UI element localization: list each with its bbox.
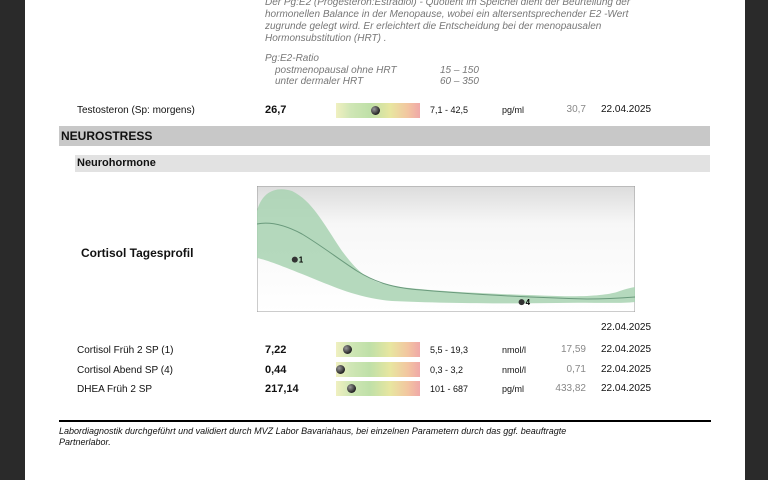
chart-point xyxy=(518,299,525,306)
range-bar xyxy=(336,342,420,357)
previous-value: 433,82 xyxy=(555,383,586,394)
report-page: Der Pg:E2 (Progesteron:Estradiol) - Quot… xyxy=(25,0,745,480)
previous-value: 30,7 xyxy=(566,104,586,115)
result-date: 22.04.2025 xyxy=(601,104,652,115)
ratio-label: unter dermaler HRT xyxy=(275,76,364,87)
result-label: Testosteron (Sp: morgens) xyxy=(77,105,195,116)
reference-range: 7,1 - 42,5 xyxy=(430,105,469,115)
subsection-header: Neurohormone xyxy=(75,155,710,172)
median-line xyxy=(257,222,635,300)
range-marker xyxy=(336,365,345,374)
range-bar xyxy=(336,362,420,377)
footer-note: Labordiagnostik durchgeführt und validie… xyxy=(59,426,719,448)
ratio-range: 60 – 350 xyxy=(440,76,479,87)
chart-point xyxy=(291,256,298,263)
footer-divider xyxy=(59,420,711,422)
result-date: 22.04.2025 xyxy=(601,364,652,375)
result-unit: nmol/l xyxy=(502,345,527,355)
cortisol-chart: 14 xyxy=(257,186,635,312)
reference-band xyxy=(257,189,635,304)
intro-line: hormonellen Balance in der Menopause, wo… xyxy=(265,9,629,20)
range-bar xyxy=(336,103,420,118)
intro-note: Der Pg:E2 (Progesteron:Estradiol) - Quot… xyxy=(265,0,685,45)
result-value: 217,14 xyxy=(265,383,299,395)
result-unit: pg/ml xyxy=(502,384,525,394)
ratio-range: 15 – 150 xyxy=(440,65,479,76)
result-date: 22.04.2025 xyxy=(601,344,652,355)
result-value: 7,22 xyxy=(265,344,287,356)
range-marker xyxy=(343,345,352,354)
footer-line: Partnerlabor. xyxy=(59,437,111,447)
chart-date: 22.04.2025 xyxy=(601,322,652,333)
chart-point-label: 4 xyxy=(526,298,531,307)
reference-range: 101 - 687 xyxy=(430,384,469,394)
previous-value: 0,71 xyxy=(566,364,586,375)
result-value: 26,7 xyxy=(265,104,287,116)
previous-value: 17,59 xyxy=(560,344,586,355)
result-label: Cortisol Abend SP (4) xyxy=(77,365,173,376)
result-unit: pg/ml xyxy=(502,105,525,115)
result-label: Cortisol Früh 2 SP (1) xyxy=(77,345,174,356)
chart-title: Cortisol Tagesprofil xyxy=(81,246,194,260)
reference-range: 5,5 - 19,3 xyxy=(430,345,469,355)
section-header: NEUROSTRESS xyxy=(59,126,710,146)
intro-line: Der Pg:E2 (Progesteron:Estradiol) - Quot… xyxy=(265,0,631,8)
intro-line: zugrunde gelegt wird. Er erleichtert die… xyxy=(265,21,602,32)
intro-line: Hormonsubstitution (HRT) . xyxy=(265,33,387,44)
result-value: 0,44 xyxy=(265,364,287,376)
range-bar xyxy=(336,381,420,396)
ratio-label: postmenopausal ohne HRT xyxy=(275,65,397,76)
ratio-heading: Pg:E2-Ratio xyxy=(265,53,319,64)
footer-line: Labordiagnostik durchgeführt und validie… xyxy=(59,426,567,436)
result-date: 22.04.2025 xyxy=(601,383,652,394)
range-marker xyxy=(347,384,356,393)
reference-range: 0,3 - 3,2 xyxy=(430,365,464,375)
result-unit: nmol/l xyxy=(502,365,527,375)
result-label: DHEA Früh 2 SP xyxy=(77,384,153,395)
range-marker xyxy=(371,106,380,115)
chart-point-label: 1 xyxy=(299,256,304,265)
